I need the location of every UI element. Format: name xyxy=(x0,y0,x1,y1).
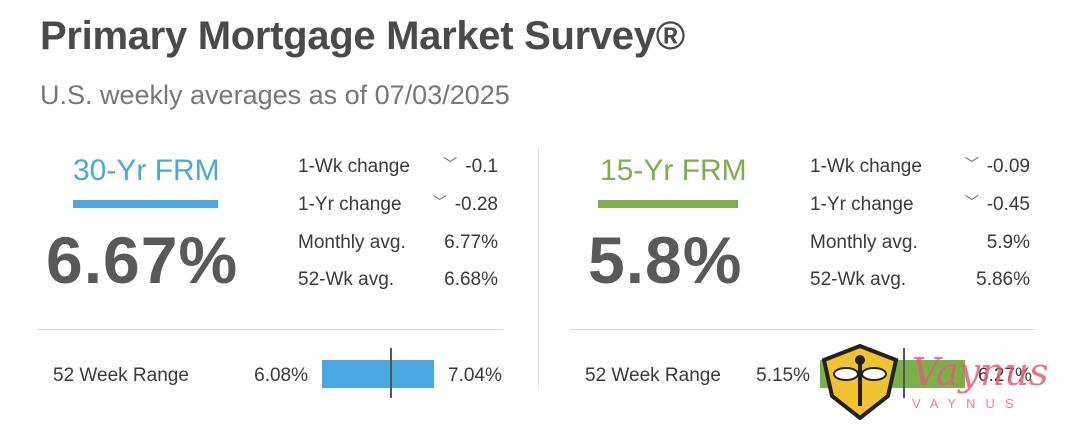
page-title: Primary Mortgage Market Survey® xyxy=(40,14,685,58)
stat-value: 5.9% xyxy=(986,232,1030,253)
frm15-stat-1wk: 1-Wk change ﹀ -0.09 xyxy=(810,152,1030,182)
watermark-caps: VAYNUS xyxy=(912,396,1024,411)
stat-label: 1-Yr change xyxy=(298,194,402,215)
frm15-stat-1yr: 1-Yr change ﹀ -0.45 xyxy=(810,190,1030,220)
frm30-range-marker xyxy=(390,348,392,398)
frm30-panel: 30-Yr FRM 6.67% 1-Wk change ﹀ -0.1 1-Yr c… xyxy=(38,140,508,410)
frm15-range-label: 52 Week Range xyxy=(585,365,721,386)
stat-label: 1-Yr change xyxy=(810,194,914,215)
stat-value: -0.09 xyxy=(986,156,1030,177)
frm15-range-high: 6.27% xyxy=(978,365,1032,386)
frm30-range-label: 52 Week Range xyxy=(53,365,189,386)
stat-value: 6.77% xyxy=(444,232,498,253)
stat-value: 6.68% xyxy=(444,269,498,290)
frm15-range-marker xyxy=(903,348,905,398)
frm30-range-high: 7.04% xyxy=(448,365,502,386)
frm15-label: 15-Yr FRM xyxy=(600,154,747,187)
frm15-stat-monthly: Monthly avg. 5.9% xyxy=(810,228,1030,258)
panel-separator xyxy=(538,148,539,390)
frm30-label: 30-Yr FRM xyxy=(73,154,220,187)
page-subtitle: U.S. weekly averages as of 07/03/2025 xyxy=(40,80,510,110)
frm30-underline xyxy=(73,200,218,208)
frm30-stat-1yr: 1-Yr change ﹀ -0.28 xyxy=(298,190,498,220)
dragonfly-logo-icon xyxy=(821,344,899,420)
frm30-rate: 6.67% xyxy=(46,223,239,297)
stat-label: 1-Wk change xyxy=(298,156,410,177)
stat-label: 1-Wk change xyxy=(810,156,922,177)
chevron-down-icon: ﹀ xyxy=(432,194,447,210)
stat-value: 5.86% xyxy=(976,269,1030,290)
stat-label: Monthly avg. xyxy=(810,232,918,253)
frm15-stat-52wk: 52-Wk avg. 5.86% xyxy=(810,265,1030,295)
stat-value: -0.28 xyxy=(454,194,498,215)
frm30-stat-monthly: Monthly avg. 6.77% xyxy=(298,228,498,258)
frm30-stat-52wk: 52-Wk avg. 6.68% xyxy=(298,265,498,295)
frm30-range-bar xyxy=(322,360,434,388)
stat-label: 52-Wk avg. xyxy=(810,269,907,290)
panel-divider xyxy=(570,329,1035,330)
frm30-stat-1wk: 1-Wk change ﹀ -0.1 xyxy=(298,152,498,182)
chevron-down-icon: ﹀ xyxy=(443,156,458,172)
watermark-script: Vaynus xyxy=(912,350,1049,394)
stat-label: 52-Wk avg. xyxy=(298,269,395,290)
frm15-range-low: 5.15% xyxy=(756,365,810,386)
chevron-down-icon: ﹀ xyxy=(964,194,979,210)
frm15-panel: 15-Yr FRM 5.8% 1-Wk change ﹀ -0.09 1-Yr c… xyxy=(570,140,1040,410)
frm30-range-low: 6.08% xyxy=(254,365,308,386)
stat-value: -0.1 xyxy=(465,156,498,177)
panel-divider xyxy=(38,329,503,330)
frm15-rate: 5.8% xyxy=(588,223,743,297)
stat-label: Monthly avg. xyxy=(298,232,406,253)
stat-value: -0.45 xyxy=(986,194,1030,215)
chevron-down-icon: ﹀ xyxy=(964,156,979,172)
watermark: Vaynus VAYNUS xyxy=(820,344,1070,420)
frm15-underline xyxy=(598,200,738,208)
